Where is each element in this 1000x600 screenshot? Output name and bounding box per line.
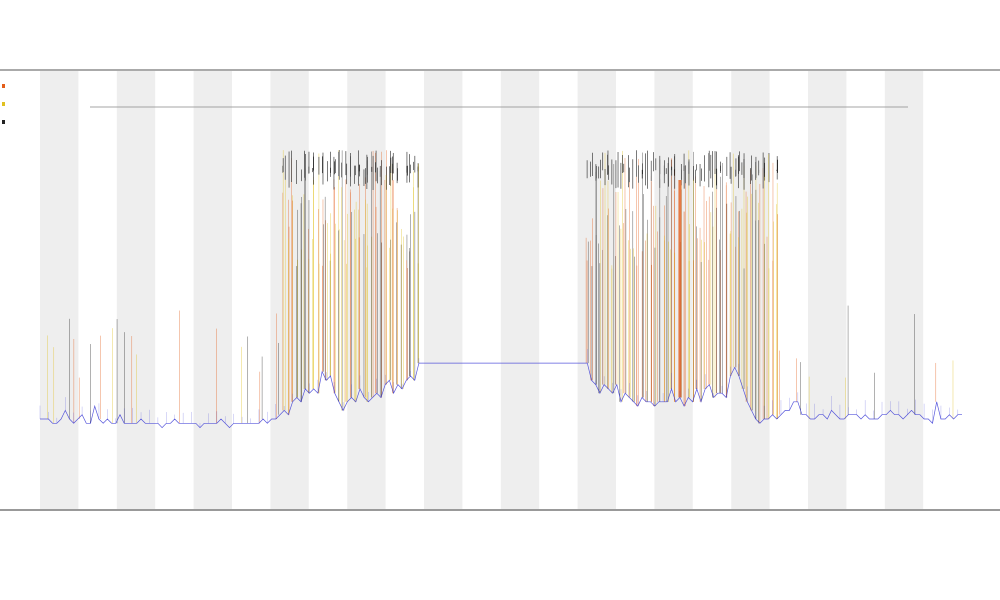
legend-swatch: [2, 102, 5, 106]
legend: [2, 84, 5, 124]
day-band: [40, 71, 79, 509]
day-band: [347, 71, 386, 509]
day-band: [577, 71, 616, 509]
legend-swatch: [2, 84, 5, 88]
day-band: [193, 71, 232, 509]
day-band: [808, 71, 847, 509]
baseline-series: [39, 349, 962, 429]
day-band: [270, 71, 309, 509]
day-band: [884, 71, 924, 509]
day-band: [116, 71, 156, 509]
day-band: [424, 71, 463, 509]
spike-series: [47, 150, 954, 424]
day-bands: [40, 71, 924, 509]
legend-swatch: [2, 120, 5, 124]
day-band: [500, 71, 540, 509]
day-band: [654, 71, 693, 509]
